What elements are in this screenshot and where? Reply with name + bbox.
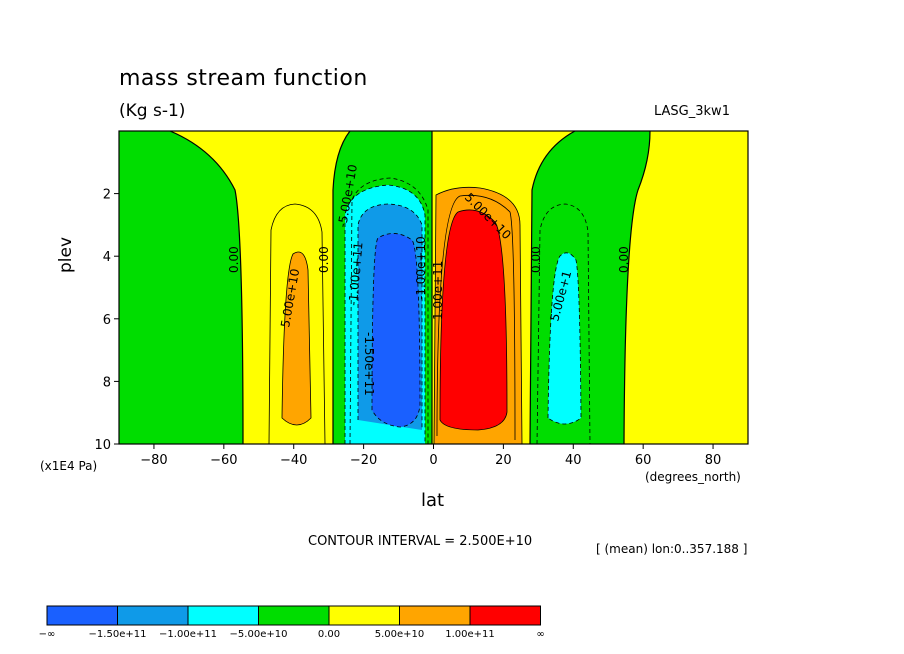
x-axis-label: lat (421, 490, 445, 511)
x-tick-label: −20 (350, 453, 377, 468)
colorbar-swatch (187, 605, 259, 626)
x-tick-label: −80 (140, 453, 167, 468)
colorbar-tick-label: −1.50e+11 (89, 629, 147, 640)
y-tick-label: 4 (103, 250, 111, 265)
contour-hadley-north-1 (433, 186, 523, 444)
chart-title: mass stream function (119, 66, 368, 91)
contour-hadley-south-3 (371, 233, 421, 428)
y-tick-label: 2 (103, 188, 111, 203)
northern-hadley-core (440, 209, 507, 430)
y-tick-label: 8 (103, 375, 111, 390)
contour-label: 0.00 (617, 246, 631, 273)
contour-lines (169, 131, 651, 444)
y-axis-label: plev (56, 236, 76, 273)
x-tick-label: −40 (280, 453, 307, 468)
colorbar-swatch (117, 605, 189, 626)
contour-hadley-south-2 (357, 203, 423, 430)
contour-label: 1.00e+11 (431, 261, 445, 320)
contour-ferrel-south-outer (268, 203, 326, 444)
contour-zero-north (529, 131, 576, 444)
dataset-label: LASG_3kw1 (654, 104, 730, 119)
colorbar-swatch (399, 605, 471, 626)
contour-hadley-north-3 (436, 194, 516, 441)
contour-label: 0.00 (529, 246, 543, 273)
x-tick-label: 40 (565, 453, 582, 468)
contour-hadley-north-2 (439, 209, 508, 431)
colorbar-swatch (328, 605, 400, 626)
southern-polar-region (119, 131, 243, 444)
contour-zero-south (169, 131, 244, 444)
contour-label: -1.00e+11 (346, 242, 366, 307)
x-tick-label: 0 (429, 453, 437, 468)
colorbar-swatch (469, 605, 541, 626)
colorbar-swatch (258, 605, 330, 626)
x-tick-label: 80 (705, 453, 722, 468)
y-axis-units: (x1E4 Pa) (40, 459, 98, 473)
contour-ferrel-south-inner (281, 251, 312, 426)
colorbar-tick-label: −5.00e+10 (230, 629, 288, 640)
northern-ferrel-cell (548, 252, 581, 424)
contour-ferrel-north-outer (536, 203, 591, 444)
contour-zero-south-2 (332, 131, 351, 444)
chart-units: (Kg s-1) (119, 101, 186, 121)
y-tick-label: 10 (94, 438, 111, 453)
x-axis-units: (degrees_north) (645, 470, 741, 484)
region-label: [ (mean) lon:0..357.188 ] (596, 542, 748, 556)
colorbar-tick-label: −∞ (39, 629, 56, 640)
contour-label: -1.50e+11 (362, 332, 376, 396)
y-axis: 2 4 6 8 10 (94, 188, 119, 453)
contour-ferrel-north-inner (547, 252, 582, 425)
x-tick-label: 60 (635, 453, 652, 468)
southern-ferrel-cell (282, 252, 311, 425)
colorbar-labels: −∞ −1.50e+11 −1.00e+11 −5.00e+10 0.00 5.00e+1… (39, 629, 545, 640)
colorbar (46, 605, 541, 626)
y-tick-label: 6 (103, 313, 111, 328)
contour-label: -1.00e+10 (414, 236, 428, 300)
contour-label: 0.00 (227, 246, 241, 273)
equator-top-green (400, 131, 432, 153)
x-tick-label: −60 (210, 453, 237, 468)
colorbar-tick-label: −1.00e+11 (159, 629, 217, 640)
contour-zero-north-2 (623, 131, 651, 444)
contour-interval: CONTOUR INTERVAL = 2.500E+10 (308, 534, 533, 549)
x-tick-label: 20 (495, 453, 512, 468)
x-axis: −80 −60 −40 −20 0 20 40 60 80 (140, 444, 721, 468)
colorbar-tick-label: 1.00e+11 (445, 629, 495, 640)
southern-hadley-core (372, 233, 420, 427)
contour-label: 0.00 (317, 246, 331, 273)
colorbar-tick-label: ∞ (536, 629, 544, 640)
contour-hadley-south-4 (349, 177, 429, 444)
contour-hadley-south-1 (344, 184, 426, 444)
colorbar-tick-label: 5.00e+10 (375, 629, 425, 640)
colorbar-tick-label: 0.00 (318, 629, 340, 640)
colorbar-swatch (46, 605, 118, 626)
contour-field (119, 131, 748, 444)
